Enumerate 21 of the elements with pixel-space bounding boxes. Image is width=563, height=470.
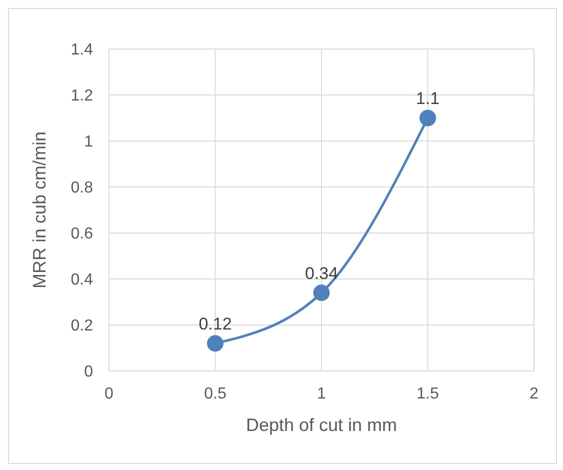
x-tick-label: 0.5 bbox=[204, 385, 226, 402]
y-tick-label: 0.2 bbox=[70, 318, 94, 335]
y-tick-label: 0.8 bbox=[70, 180, 94, 197]
x-axis-title: Depth of cut in mm bbox=[246, 415, 398, 435]
y-tick-label: 0 bbox=[84, 364, 94, 381]
y-tick-label: 1 bbox=[84, 134, 94, 151]
y-axis-title: MRR in cub cm/min bbox=[29, 131, 50, 289]
data-label: 0.34 bbox=[304, 264, 338, 283]
x-tick-label: 0 bbox=[104, 385, 114, 402]
y-tick-label: 0.4 bbox=[70, 272, 94, 289]
x-tick-label: 2 bbox=[530, 385, 539, 402]
data-label: 0.12 bbox=[198, 314, 232, 334]
point bbox=[207, 335, 224, 352]
y-tick-label: 1.2 bbox=[70, 88, 94, 105]
x-tick-label: 1.5 bbox=[416, 385, 439, 402]
x-tick-label: 1 bbox=[317, 385, 326, 402]
point bbox=[420, 110, 436, 126]
point bbox=[313, 284, 330, 302]
y-tick-label: 1.4 bbox=[70, 42, 94, 59]
data-label: 1.1 bbox=[416, 89, 440, 108]
y-tick-label: 0.6 bbox=[70, 226, 94, 243]
